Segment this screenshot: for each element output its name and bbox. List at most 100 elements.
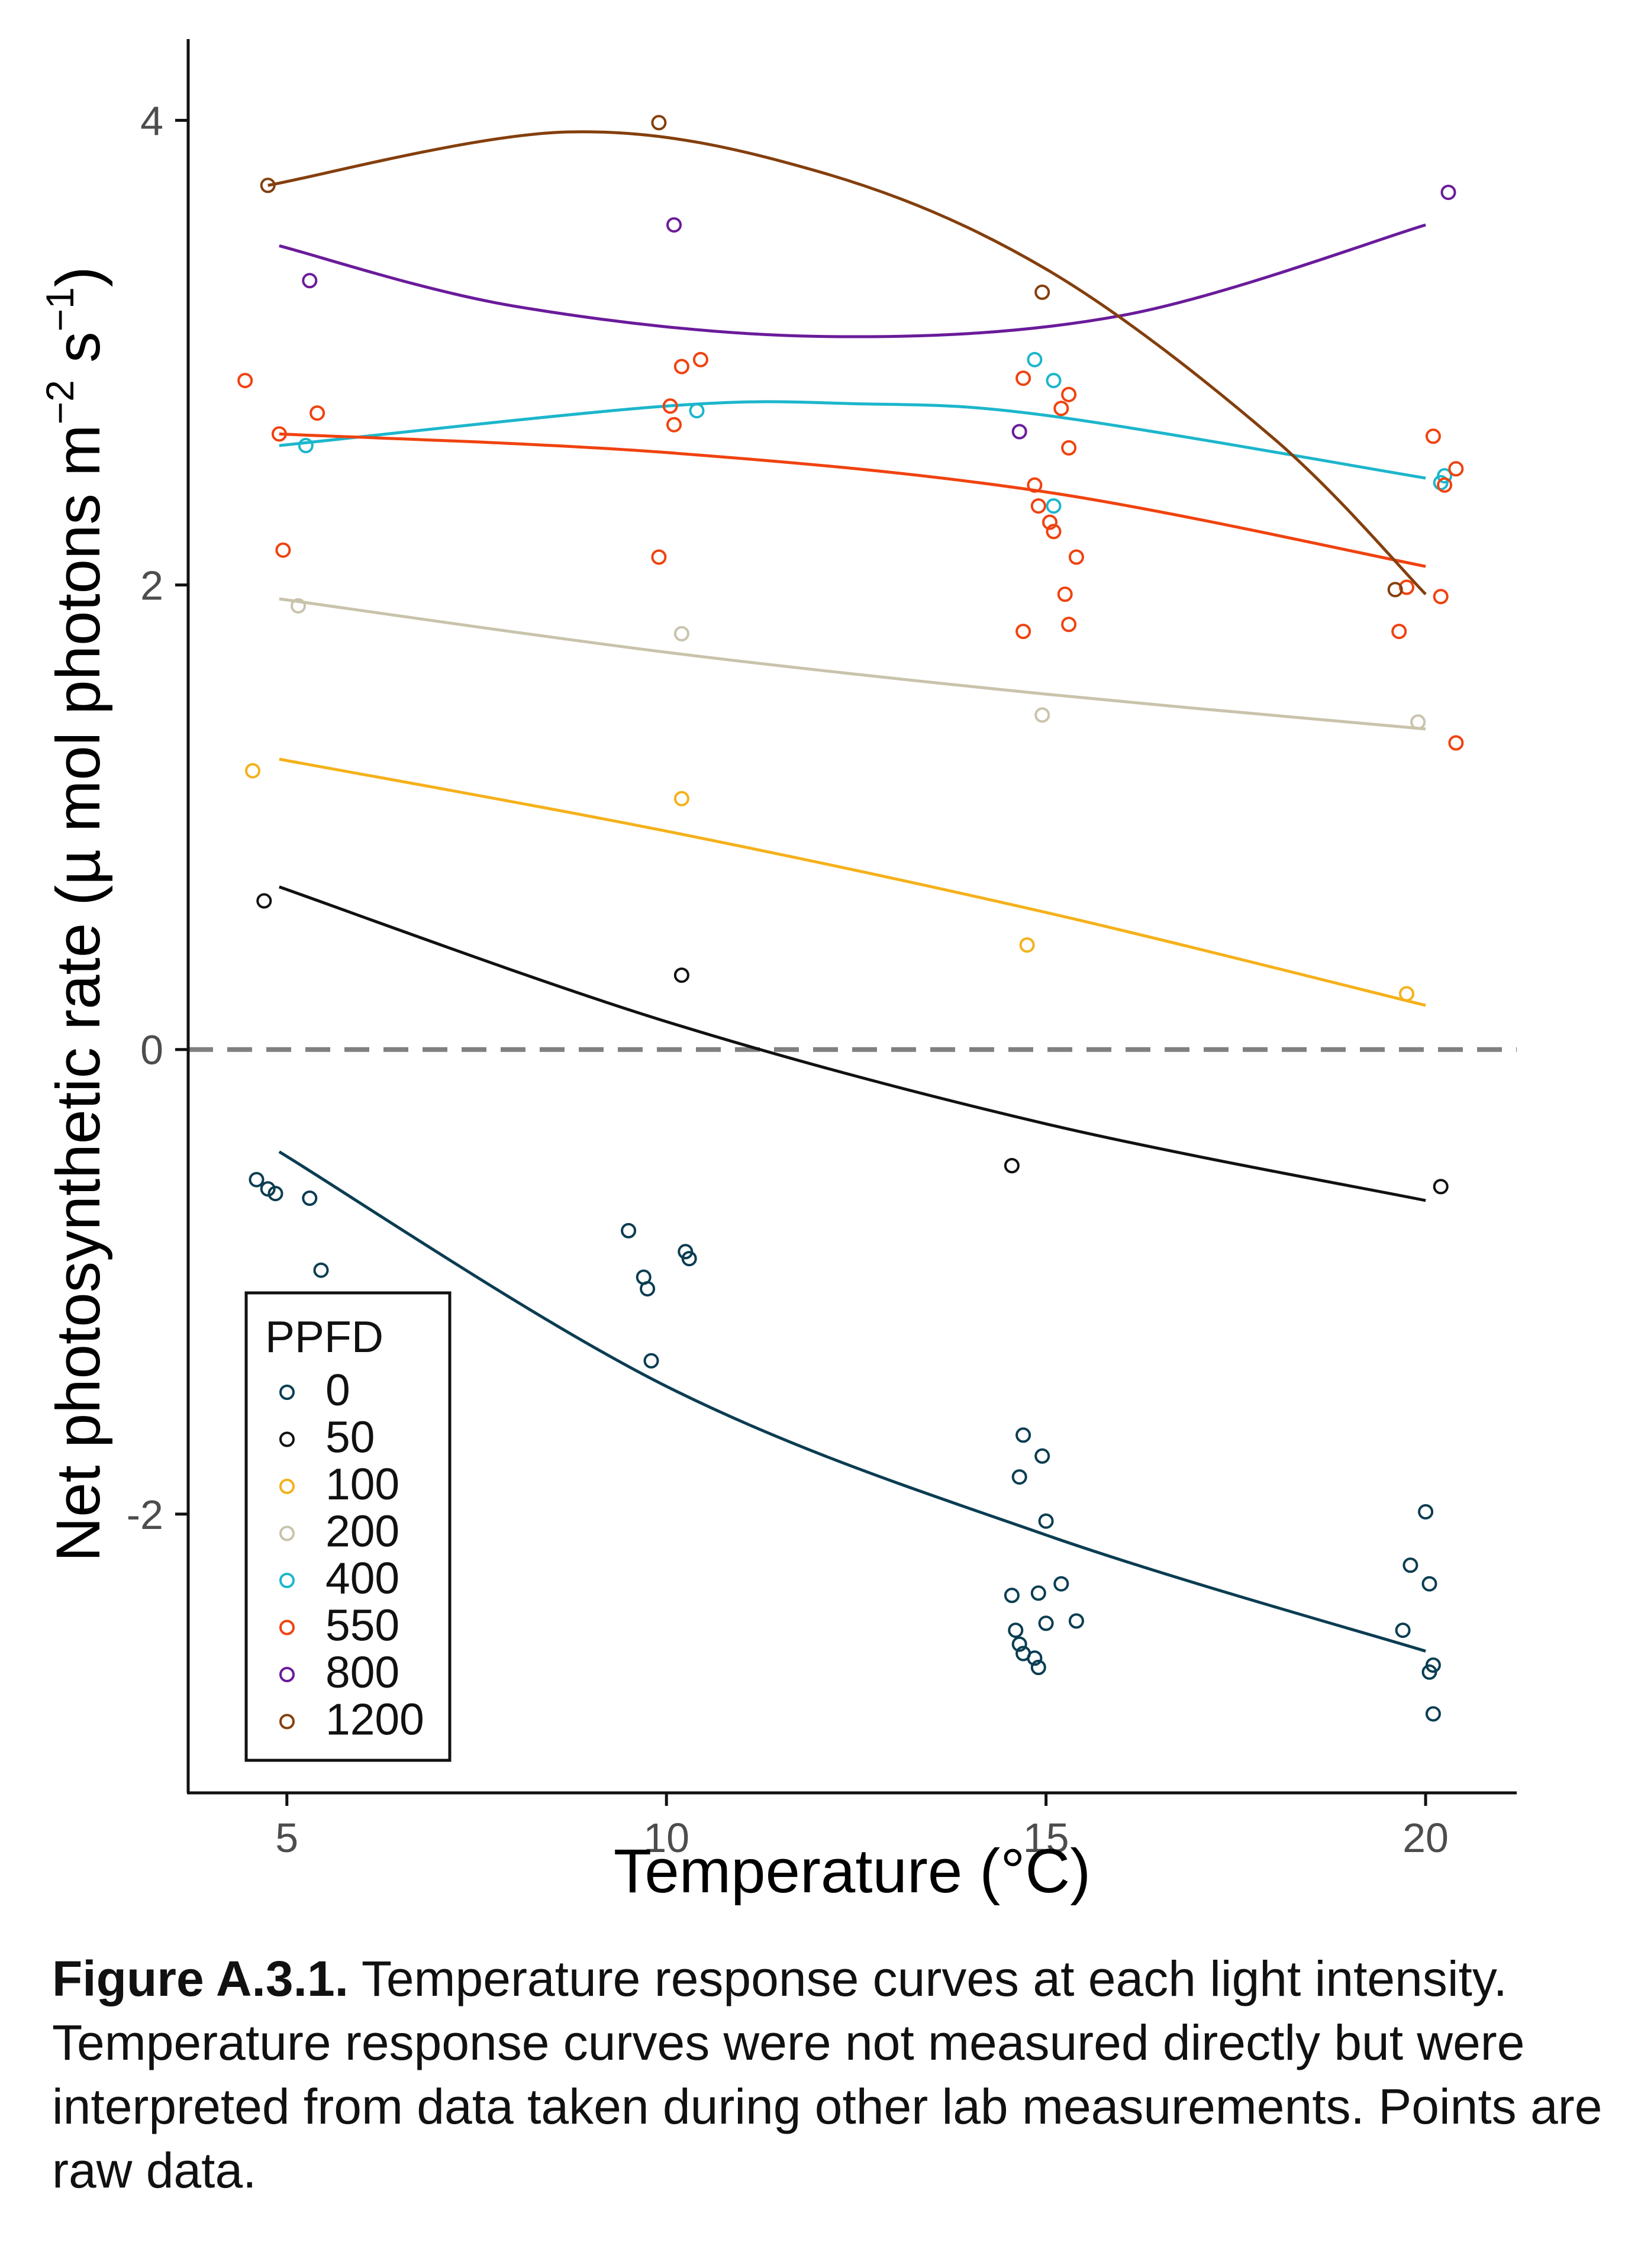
data-point-550	[275, 542, 291, 558]
series-800	[279, 185, 1456, 440]
plot-area	[188, 115, 1517, 1722]
data-point-400	[1027, 351, 1043, 367]
legend-title: PPFD	[265, 1312, 383, 1362]
legend-marker-400	[279, 1573, 295, 1588]
data-point-550	[1030, 498, 1046, 514]
data-point-200	[291, 598, 306, 614]
data-point-800	[1440, 185, 1456, 201]
data-point-550	[309, 405, 325, 421]
legend-marker-0	[279, 1385, 295, 1400]
data-point-0	[1038, 1513, 1054, 1529]
x-tick-label: 10	[643, 1815, 689, 1861]
data-point-0	[1008, 1622, 1024, 1638]
data-point-550	[1015, 370, 1031, 386]
data-point-200	[1034, 707, 1050, 723]
data-point-0	[681, 1251, 697, 1267]
data-point-550	[1448, 461, 1464, 477]
data-point-0	[1011, 1636, 1027, 1652]
data-point-0	[1068, 1613, 1084, 1629]
data-point-100	[245, 763, 260, 779]
data-point-0	[1425, 1657, 1441, 1673]
data-point-0	[621, 1222, 637, 1238]
data-point-0	[1027, 1650, 1043, 1666]
y-axis-label-end: )	[44, 266, 113, 287]
data-point-0	[1418, 1504, 1434, 1519]
data-point-0	[1425, 1706, 1441, 1722]
data-point-0	[1011, 1469, 1027, 1485]
series-1200	[260, 115, 1427, 598]
data-point-550	[1425, 428, 1441, 444]
trend-curve-200	[279, 597, 1426, 731]
legend-label-100: 100	[325, 1459, 399, 1509]
legend-marker-100	[279, 1479, 295, 1494]
data-point-550	[666, 417, 682, 433]
y-axis-label: Net photosynthetic rate (µ mol photons m…	[38, 266, 113, 1562]
data-point-0	[1402, 1557, 1418, 1573]
y-axis-label-exp1: −2	[38, 380, 82, 424]
legend-label-800: 800	[325, 1647, 399, 1697]
data-point-550	[1015, 624, 1031, 640]
data-point-550	[1057, 586, 1073, 602]
data-point-400	[689, 403, 705, 419]
x-axis-label: Temperature (°C)	[614, 1837, 1091, 1906]
legend-marker-200	[279, 1525, 295, 1541]
data-point-550	[1448, 735, 1464, 751]
data-point-1200	[260, 178, 276, 193]
data-point-0	[1395, 1622, 1411, 1638]
data-point-0	[260, 1181, 276, 1197]
data-point-0	[1004, 1588, 1020, 1604]
data-point-550	[692, 351, 708, 367]
x-tick-label: 15	[1023, 1815, 1069, 1861]
trend-curve-0	[278, 1150, 1426, 1653]
legend-marker-800	[279, 1667, 295, 1682]
legend-label-550: 550	[325, 1601, 399, 1650]
y-tick-label: 4	[140, 98, 163, 144]
data-point-800	[302, 273, 318, 289]
legend-marker-550	[279, 1619, 295, 1635]
data-point-550	[237, 373, 253, 389]
series-200	[279, 597, 1426, 731]
legend-box	[244, 1291, 452, 1762]
data-point-1200	[1034, 284, 1050, 300]
data-point-100	[673, 791, 689, 806]
y-axis-label-mid: s	[44, 332, 113, 380]
x-tick-label: 5	[275, 1815, 298, 1861]
y-axis-label-exp2: −1	[38, 287, 82, 331]
data-point-550	[1437, 477, 1453, 493]
trend-curve-800	[279, 223, 1426, 338]
data-point-0	[1015, 1427, 1031, 1443]
y-tick-label: 0	[140, 1027, 163, 1073]
data-point-0	[249, 1172, 265, 1188]
x-tick-label: 20	[1402, 1815, 1449, 1861]
data-point-400	[298, 438, 314, 453]
data-point-0	[643, 1353, 659, 1369]
ticks: 5 10 15 20 -2 0 2 4	[127, 98, 1449, 1861]
y-tick-label: 2	[140, 563, 163, 609]
data-point-550	[1061, 386, 1077, 402]
series-400	[279, 351, 1453, 514]
data-point-550	[1391, 624, 1407, 640]
data-point-200	[1410, 714, 1426, 730]
series-0	[249, 1150, 1441, 1722]
data-point-0	[640, 1281, 656, 1297]
data-point-0	[1030, 1585, 1046, 1601]
data-point-50	[1433, 1179, 1449, 1195]
data-point-550	[662, 398, 678, 414]
data-point-200	[673, 626, 689, 641]
data-point-550	[1027, 477, 1043, 493]
data-point-400	[1046, 498, 1062, 514]
data-point-0	[1038, 1615, 1054, 1631]
series-50	[256, 885, 1449, 1202]
data-point-550	[673, 359, 689, 375]
data-point-0	[313, 1262, 329, 1278]
data-point-550	[1433, 589, 1449, 605]
trend-curve-50	[279, 885, 1426, 1202]
data-point-800	[666, 217, 682, 233]
data-point-550	[1042, 514, 1057, 530]
legend-label-1200: 1200	[325, 1695, 424, 1744]
data-point-50	[256, 893, 272, 909]
data-point-550	[1053, 401, 1069, 417]
